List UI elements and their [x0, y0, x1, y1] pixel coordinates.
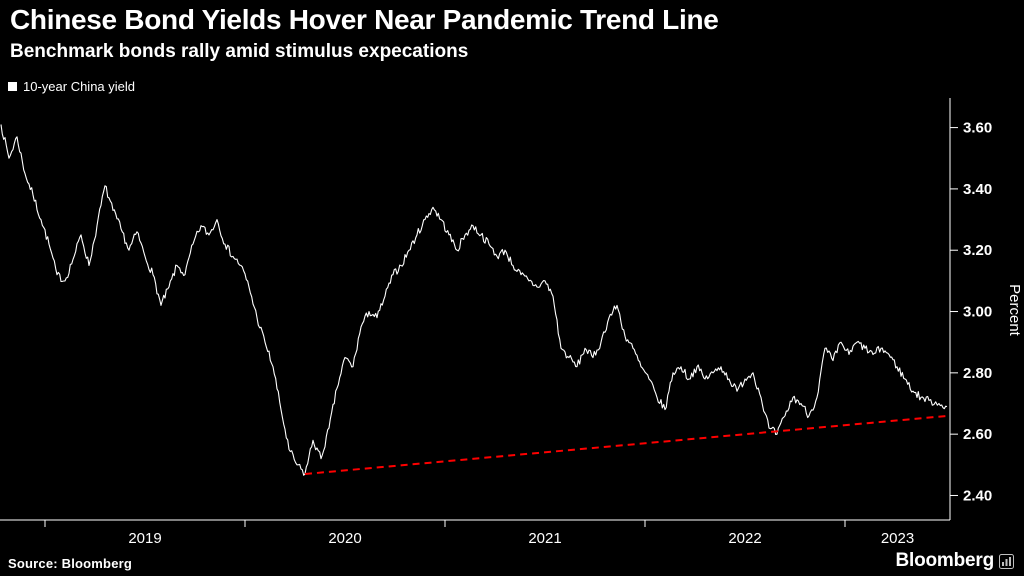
y-axis-tick-label: 2.60: [963, 426, 992, 443]
x-axis-tick-label: 2022: [728, 530, 761, 547]
chart-area: 2.40 2.60 2.80 3.00 3.20 3.40 3.60 Percent 2019 2…: [0, 96, 1024, 548]
x-axis-tick-label: 2021: [528, 530, 561, 547]
chart-header: Chinese Bond Yields Hover Near Pandemic …: [10, 4, 1014, 63]
chart-title: Chinese Bond Yields Hover Near Pandemic …: [10, 4, 719, 35]
y-axis-tick-label: 3.20: [963, 242, 992, 259]
y-axis-tick-label: 2.80: [963, 365, 992, 382]
source-attribution: Source: Bloomberg: [8, 556, 133, 571]
yield-series-line: [0, 124, 948, 476]
x-axis-tick-label: 2019: [128, 530, 161, 547]
y-axis-tick-label: 3.40: [963, 181, 992, 198]
yield-line-chart: 2.40 2.60 2.80 3.00 3.20 3.40 3.60 Percent 2019 2…: [0, 98, 1023, 547]
x-axis-tick-label: 2023: [881, 530, 914, 547]
legend-label: 10-year China yield: [23, 79, 136, 94]
legend: 10-year China yield: [8, 79, 135, 94]
y-axis-title: Percent: [1006, 284, 1023, 337]
y-axis-tick-label: 3.60: [963, 120, 992, 137]
x-axis-tick-label: 2020: [328, 530, 361, 547]
y-axis-tick-label: 3.00: [963, 304, 992, 321]
bloomberg-logo-text: Bloomberg: [895, 550, 995, 571]
bloomberg-logo-chart-icon: [999, 553, 1014, 569]
chart-subtitle: Benchmark bonds rally amid stimulus expe…: [10, 41, 469, 63]
bloomberg-logo: Bloomberg: [896, 550, 1014, 572]
y-axis-tick-label: 2.40: [963, 487, 992, 504]
legend-square-icon: [8, 82, 17, 91]
pandemic-trend-line: [304, 414, 950, 476]
